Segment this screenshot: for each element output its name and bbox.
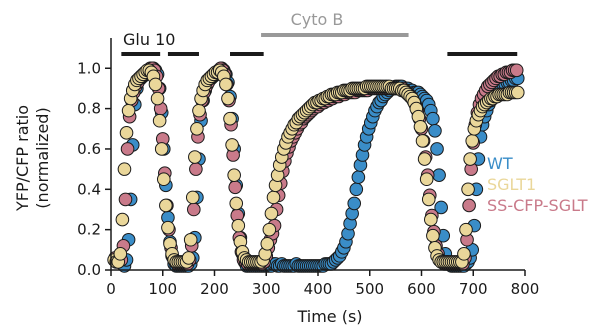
data-point xyxy=(428,124,442,138)
y-tick-label: 0.4 xyxy=(77,180,101,198)
data-point xyxy=(421,192,436,207)
data-point xyxy=(231,218,246,233)
data-point xyxy=(156,172,171,187)
y-axis-title-line-1: YFP/CFP ratio xyxy=(13,105,32,212)
ticks-layer: 0 100 200 300 400 500 600 700 800 0.0 0.2 0.4 0.6 0.8… xyxy=(77,59,539,298)
data-point xyxy=(225,138,239,152)
data-point xyxy=(229,196,244,211)
data-point xyxy=(161,220,175,235)
x-tick-label: 400 xyxy=(304,280,333,298)
data-point xyxy=(150,91,165,106)
data-point xyxy=(424,212,438,227)
legend: WT SGLT1 SS-CFP-SGLT xyxy=(487,154,588,215)
annotations-layer: Glu 10 Cyto B xyxy=(121,10,518,56)
x-tick-label: 500 xyxy=(355,280,384,298)
data-point xyxy=(419,172,434,187)
data-point xyxy=(417,152,432,166)
data-point xyxy=(118,192,133,207)
y-axis-title: YFP/CFP ratio (normalized) xyxy=(13,105,52,212)
x-tick-label: 800 xyxy=(511,280,540,298)
data-point xyxy=(189,162,203,176)
data-point xyxy=(119,126,134,140)
data-point xyxy=(266,190,281,205)
data-point xyxy=(509,63,524,78)
data-point xyxy=(187,202,201,217)
y-axis-title-line-2: (normalized) xyxy=(33,107,52,208)
data-point xyxy=(227,168,241,182)
data-point xyxy=(347,196,362,211)
data-point xyxy=(148,77,163,92)
legend-label: SGLT1 xyxy=(487,175,536,194)
data-point xyxy=(183,232,198,247)
x-axis-title: Time (s) xyxy=(296,307,362,326)
x-tick-label: 600 xyxy=(407,280,436,298)
x-tick-label: 0 xyxy=(106,280,116,298)
data-point xyxy=(221,91,235,106)
data-point xyxy=(260,236,275,251)
data-point xyxy=(190,121,204,136)
y-tick-label: 0.8 xyxy=(77,100,101,118)
data-point xyxy=(121,103,136,118)
data-point xyxy=(461,182,475,197)
legend-label: WT xyxy=(487,154,513,173)
data-point xyxy=(457,247,471,261)
data-point xyxy=(219,77,233,92)
data-point xyxy=(430,142,444,156)
data-point xyxy=(115,212,130,227)
data-point xyxy=(465,134,480,148)
data-point xyxy=(413,119,428,134)
data-point xyxy=(463,152,477,166)
y-tick-label: 0.0 xyxy=(77,261,101,279)
data-point xyxy=(459,222,473,237)
data-point xyxy=(262,222,277,237)
y-tick-label: 0.2 xyxy=(77,221,101,239)
data-point xyxy=(462,198,476,213)
x-tick-label: 200 xyxy=(200,280,229,298)
x-tick-label: 300 xyxy=(252,280,281,298)
y-tick-label: 1.0 xyxy=(77,59,101,77)
data-point xyxy=(192,103,206,118)
data-point xyxy=(120,142,135,156)
data-point xyxy=(351,170,366,184)
stimulus-label: Cyto B xyxy=(291,10,344,29)
data-point xyxy=(349,182,364,197)
data-point xyxy=(426,111,440,126)
x-tick-label: 100 xyxy=(148,280,177,298)
data-point xyxy=(154,142,169,156)
data-points-layer xyxy=(107,61,525,273)
data-point xyxy=(113,247,128,261)
data-point xyxy=(188,150,202,164)
data-point xyxy=(117,162,132,176)
data-point xyxy=(426,228,440,243)
data-point xyxy=(181,251,196,265)
data-point xyxy=(432,168,446,182)
data-point xyxy=(264,206,279,221)
stimulus-label: Glu 10 xyxy=(123,30,175,49)
data-point xyxy=(228,180,242,195)
data-point xyxy=(434,200,448,215)
data-point xyxy=(159,198,173,213)
x-tick-label: 700 xyxy=(459,280,488,298)
data-point xyxy=(223,111,237,126)
data-point xyxy=(152,113,167,128)
data-point xyxy=(185,190,200,205)
y-tick-label: 0.6 xyxy=(77,140,101,158)
legend-label: SS-CFP-SGLT xyxy=(487,196,588,215)
data-point xyxy=(415,134,430,148)
data-point xyxy=(510,85,525,100)
